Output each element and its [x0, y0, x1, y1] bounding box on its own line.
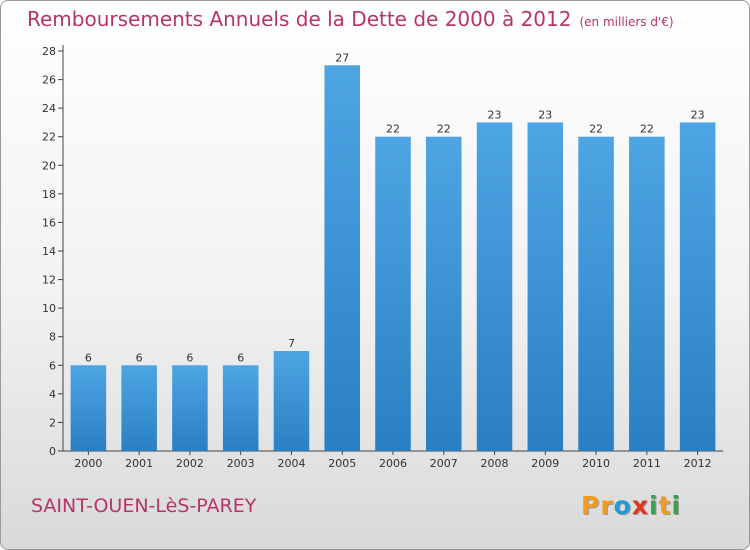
- data-label-2004: 7: [288, 337, 295, 350]
- bar-2003: [222, 365, 259, 451]
- bar-2002: [172, 365, 208, 451]
- x-tick-label-2009: 2009: [531, 457, 559, 470]
- x-tick-label-2010: 2010: [582, 457, 610, 470]
- y-tick-label: 26: [42, 74, 56, 87]
- bar-2012: [679, 122, 716, 451]
- bar-2006: [375, 136, 411, 451]
- proxiti-logo: Proxiti: [581, 491, 681, 520]
- x-tick-label-2006: 2006: [379, 457, 407, 470]
- y-tick-label: 0: [49, 445, 56, 458]
- data-label-2012: 23: [691, 108, 705, 121]
- y-tick-label: 4: [49, 388, 56, 401]
- x-tick-label-2007: 2007: [430, 457, 458, 470]
- data-label-2010: 22: [589, 123, 603, 136]
- data-label-2006: 22: [386, 123, 400, 136]
- data-label-2009: 23: [538, 108, 552, 121]
- bar-2008: [476, 122, 513, 451]
- commune-name: SAINT-OUEN-LèS-PAREY: [31, 495, 257, 517]
- x-tick-label-2001: 2001: [125, 457, 153, 470]
- bar-2011: [629, 136, 665, 451]
- data-label-2001: 6: [136, 351, 143, 364]
- y-tick-label: 22: [42, 131, 56, 144]
- data-label-2011: 22: [640, 123, 654, 136]
- x-tick-label-2005: 2005: [328, 457, 356, 470]
- x-tick-label-2012: 2012: [684, 457, 712, 470]
- logo-letter: o: [613, 491, 632, 520]
- data-label-2002: 6: [186, 351, 193, 364]
- y-tick-label: 28: [42, 45, 56, 58]
- logo-letter: P: [581, 491, 601, 520]
- y-tick-label: 6: [49, 359, 56, 372]
- y-tick-label: 2: [49, 416, 56, 429]
- y-tick-label: 14: [42, 245, 56, 258]
- logo-letter: r: [600, 491, 614, 520]
- bar-2001: [121, 365, 157, 451]
- bar-2004: [273, 351, 310, 451]
- x-tick-label-2002: 2002: [176, 457, 204, 470]
- y-tick-label: 20: [42, 159, 56, 172]
- logo-letter: t: [658, 491, 672, 520]
- bar-2009: [527, 122, 564, 451]
- y-tick-label: 12: [42, 274, 56, 287]
- data-label-2003: 6: [237, 351, 244, 364]
- bar-2000: [70, 365, 107, 451]
- y-tick-label: 16: [42, 216, 56, 229]
- data-label-2005: 27: [335, 51, 349, 64]
- chart-unit-note: (en milliers d'€): [579, 15, 674, 29]
- y-tick-label: 10: [42, 302, 56, 315]
- x-tick-label-2004: 2004: [277, 457, 305, 470]
- data-label-2008: 23: [488, 108, 502, 121]
- bar-2005: [324, 65, 360, 452]
- logo-letter: x: [631, 491, 649, 520]
- data-label-2007: 22: [437, 123, 451, 136]
- bar-2010: [578, 136, 614, 451]
- chart-title: Remboursements Annuels de la Dette de 20…: [27, 7, 674, 31]
- bar-2007: [426, 136, 462, 451]
- data-label-2000: 6: [85, 351, 92, 364]
- logo-letter: i: [649, 491, 659, 520]
- y-tick-label: 8: [49, 331, 56, 344]
- y-tick-label: 24: [42, 102, 56, 115]
- x-tick-label-2008: 2008: [481, 457, 509, 470]
- x-tick-label-2000: 2000: [74, 457, 102, 470]
- y-tick-label: 18: [42, 188, 56, 201]
- x-tick-label-2003: 2003: [227, 457, 255, 470]
- x-tick-label-2011: 2011: [633, 457, 661, 470]
- logo-letter: i: [671, 491, 682, 520]
- chart-title-text: Remboursements Annuels de la Dette de 20…: [27, 7, 572, 31]
